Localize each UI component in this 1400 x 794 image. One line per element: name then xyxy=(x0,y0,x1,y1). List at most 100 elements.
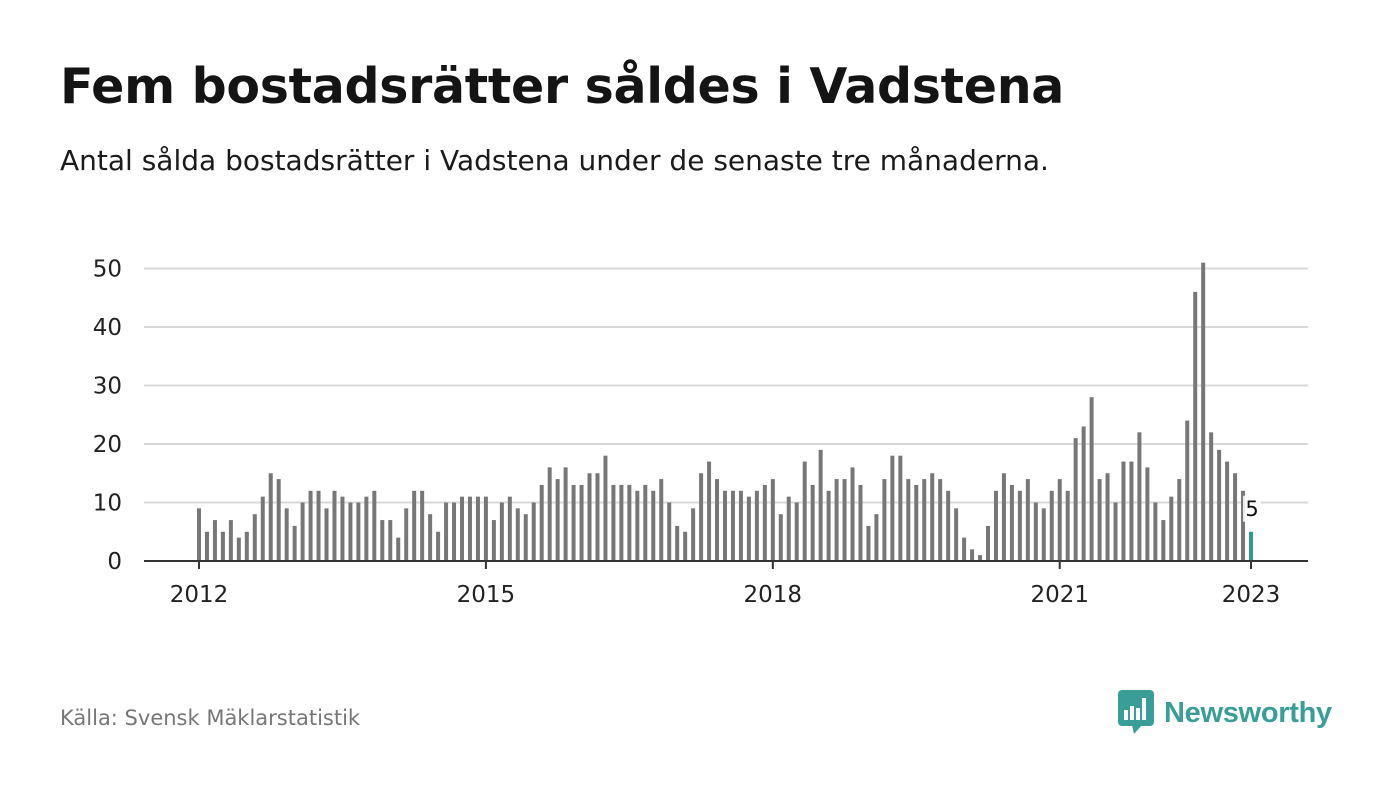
bar xyxy=(691,508,696,561)
bar xyxy=(292,525,297,561)
bar xyxy=(483,496,488,561)
axes xyxy=(144,560,1308,569)
bar xyxy=(978,555,983,561)
bar xyxy=(460,496,464,561)
bar xyxy=(1009,484,1014,561)
bar xyxy=(467,496,472,561)
x-tick-label: 2018 xyxy=(744,582,803,608)
bar xyxy=(507,496,512,561)
bar xyxy=(491,520,496,561)
bar xyxy=(204,531,209,561)
bar-highlight xyxy=(1249,531,1253,561)
y-tick-label: 20 xyxy=(93,432,122,458)
bar xyxy=(635,490,640,561)
bar xyxy=(252,514,257,561)
chart-subtitle: Antal sålda bostadsrätter i Vadstena und… xyxy=(60,144,1049,177)
bar xyxy=(858,484,863,561)
bar xyxy=(659,479,664,561)
bar xyxy=(946,490,951,561)
bar xyxy=(890,455,895,561)
bar xyxy=(603,455,608,561)
x-tick-label: 2015 xyxy=(457,582,516,608)
bar xyxy=(316,490,321,561)
bar xyxy=(675,525,680,561)
bar xyxy=(236,537,241,561)
bar xyxy=(356,502,361,561)
bar xyxy=(260,496,265,561)
bar xyxy=(348,502,353,561)
y-tick-label: 40 xyxy=(93,315,122,341)
bar xyxy=(499,502,504,561)
bar xyxy=(914,484,919,561)
bar xyxy=(1233,473,1238,561)
bar xyxy=(1145,467,1150,561)
bar xyxy=(778,514,783,561)
bar xyxy=(954,508,959,561)
bar xyxy=(1041,508,1046,561)
bar xyxy=(364,496,369,561)
bar xyxy=(228,520,233,561)
y-tick-label: 30 xyxy=(93,374,122,400)
x-tick-label: 2023 xyxy=(1222,582,1281,608)
bar xyxy=(986,525,990,561)
bar xyxy=(699,473,704,561)
bar xyxy=(962,537,967,561)
bar xyxy=(1033,502,1038,561)
x-tick-label: 2012 xyxy=(170,582,229,608)
bar xyxy=(730,490,735,561)
bar xyxy=(627,484,632,561)
bar xyxy=(1025,479,1030,561)
bar xyxy=(1137,432,1142,561)
bar xyxy=(197,508,201,561)
bar xyxy=(428,514,433,561)
bar xyxy=(1241,490,1246,561)
bar xyxy=(571,484,576,561)
bar xyxy=(531,502,536,561)
bar xyxy=(396,537,401,561)
bar xyxy=(587,473,592,561)
bar xyxy=(1225,461,1230,561)
bar xyxy=(770,479,775,561)
y-tick-label: 50 xyxy=(93,257,122,283)
bar xyxy=(810,484,815,561)
bar xyxy=(874,514,879,561)
bar xyxy=(1073,438,1078,561)
bar xyxy=(1209,432,1214,561)
brand-name: Newsworthy xyxy=(1164,696,1332,729)
bar xyxy=(412,490,417,561)
bar xyxy=(842,479,847,561)
y-tick-label: 10 xyxy=(93,491,122,517)
y-tick-label: 0 xyxy=(107,549,122,575)
bar xyxy=(794,502,799,561)
bar xyxy=(212,520,217,561)
bar xyxy=(970,549,975,561)
bar xyxy=(1185,420,1190,561)
bar xyxy=(882,479,887,561)
bar xyxy=(762,484,767,561)
labels: 0 10 20 30 40 50 2012 2015 2018 2021 2023 5 xyxy=(93,257,1281,609)
bar-chart-speech-bubble-icon xyxy=(1118,690,1154,734)
bar xyxy=(268,473,273,561)
bar xyxy=(993,490,998,561)
bar xyxy=(1193,291,1198,561)
bar xyxy=(595,473,600,561)
bar xyxy=(1169,496,1174,561)
bar xyxy=(523,514,528,561)
bar xyxy=(1089,397,1094,561)
bar xyxy=(1113,502,1118,561)
bar xyxy=(1057,479,1062,561)
bar xyxy=(643,484,648,561)
bar xyxy=(1121,461,1126,561)
bar xyxy=(707,461,712,561)
bar xyxy=(340,496,345,561)
bar xyxy=(667,502,672,561)
bar xyxy=(619,484,624,561)
bar xyxy=(1001,473,1006,561)
source-note: Källa: Svensk Mäklarstatistik xyxy=(60,706,361,730)
bar xyxy=(802,461,807,561)
bar xyxy=(539,484,544,561)
bar xyxy=(404,508,409,561)
bar xyxy=(898,455,903,561)
x-tick-label: 2021 xyxy=(1030,582,1089,608)
bar xyxy=(332,490,337,561)
